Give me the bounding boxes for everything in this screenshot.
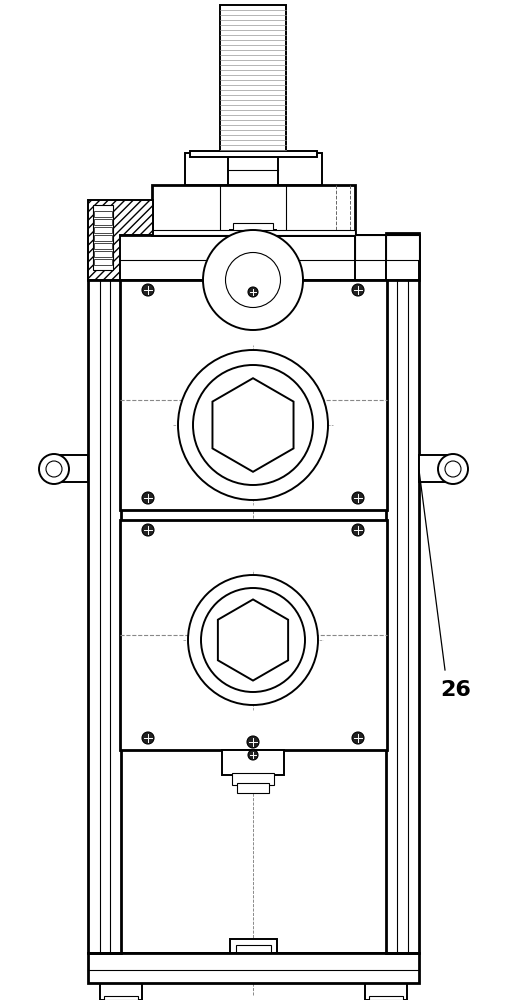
Bar bbox=[185, 153, 322, 185]
Bar bbox=[236, 945, 271, 953]
Bar bbox=[104, 996, 138, 1000]
Circle shape bbox=[445, 461, 461, 477]
Bar bbox=[152, 185, 355, 235]
Circle shape bbox=[203, 230, 303, 330]
Bar bbox=[386, 235, 419, 260]
Bar bbox=[386, 235, 419, 280]
Polygon shape bbox=[52, 455, 88, 482]
Bar bbox=[88, 233, 121, 953]
Circle shape bbox=[226, 252, 280, 308]
Circle shape bbox=[247, 736, 259, 748]
Circle shape bbox=[352, 492, 364, 504]
Bar bbox=[94, 219, 112, 225]
Bar bbox=[120, 520, 387, 750]
Bar bbox=[94, 243, 112, 249]
Polygon shape bbox=[88, 200, 153, 280]
Bar bbox=[369, 996, 403, 1000]
Circle shape bbox=[201, 588, 305, 692]
Bar bbox=[100, 982, 142, 1000]
Bar bbox=[93, 205, 113, 270]
Circle shape bbox=[142, 492, 154, 504]
Bar bbox=[233, 223, 273, 231]
Bar bbox=[386, 233, 419, 953]
Bar bbox=[218, 292, 288, 310]
Circle shape bbox=[193, 365, 313, 485]
Bar bbox=[230, 939, 277, 953]
Polygon shape bbox=[419, 455, 455, 482]
Bar bbox=[355, 235, 386, 280]
Circle shape bbox=[142, 284, 154, 296]
Bar bbox=[237, 783, 269, 793]
Circle shape bbox=[188, 575, 318, 705]
Bar bbox=[88, 953, 419, 983]
Bar bbox=[88, 235, 419, 280]
Circle shape bbox=[142, 524, 154, 536]
Bar bbox=[224, 308, 282, 320]
Bar bbox=[94, 211, 112, 217]
Circle shape bbox=[46, 461, 62, 477]
Bar bbox=[230, 230, 276, 242]
Circle shape bbox=[438, 454, 468, 484]
Bar bbox=[94, 227, 112, 233]
Circle shape bbox=[248, 287, 258, 297]
Circle shape bbox=[352, 524, 364, 536]
Bar bbox=[228, 153, 278, 185]
Circle shape bbox=[352, 284, 364, 296]
Bar bbox=[152, 230, 355, 235]
Bar bbox=[220, 5, 286, 153]
Bar bbox=[222, 750, 284, 775]
Circle shape bbox=[178, 350, 328, 500]
Bar bbox=[94, 235, 112, 241]
Circle shape bbox=[352, 732, 364, 744]
Circle shape bbox=[39, 454, 69, 484]
Bar bbox=[232, 773, 274, 785]
Bar bbox=[94, 259, 112, 265]
Circle shape bbox=[142, 732, 154, 744]
Text: 26: 26 bbox=[440, 680, 471, 700]
Polygon shape bbox=[212, 378, 294, 472]
Circle shape bbox=[248, 750, 258, 760]
Bar bbox=[120, 280, 387, 510]
Bar bbox=[365, 982, 407, 1000]
Bar bbox=[94, 251, 112, 257]
Bar bbox=[355, 235, 386, 260]
Polygon shape bbox=[218, 599, 288, 681]
Bar bbox=[190, 151, 317, 157]
